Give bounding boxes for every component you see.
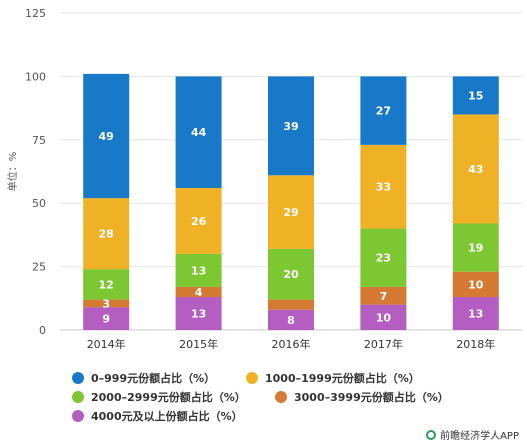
legend-item-0-999: 0–999元份额占比（%）	[72, 370, 215, 386]
data-label: 28	[99, 228, 114, 241]
bar-segment	[452, 223, 499, 272]
legend-item-3000-3999: 3000–3999元份额占比（%）	[275, 389, 449, 405]
bar-segment	[452, 297, 499, 330]
bar-segment	[268, 175, 314, 249]
data-label: 13	[468, 308, 483, 321]
bar-segment	[83, 269, 130, 300]
data-label: 15	[468, 89, 483, 102]
bar-segment	[83, 73, 130, 199]
stacked-bar-chart: 0 25 50 75 100 125 单位：% 9 3 12 28 49 2014年 13 4 13 26 44 2…	[6, 7, 522, 351]
bar-segment	[175, 297, 222, 330]
y-tick-label: 125	[25, 7, 46, 20]
y-tick-label: 25	[32, 261, 46, 274]
legend-label-1000-1999: 1000–1999元份额占比（%）	[265, 372, 420, 385]
legend-label-4000-plus: 4000元及以上份额占比（%）	[91, 410, 243, 423]
data-label: 4	[195, 286, 203, 299]
legend-item-1000-1999: 1000–1999元份额占比（%）	[246, 370, 420, 386]
y-tick-label: 100	[25, 70, 46, 83]
data-label: 8	[287, 314, 295, 327]
brand-logo-icon	[426, 429, 437, 440]
bar-segment	[268, 309, 314, 330]
bar-segment	[83, 198, 130, 270]
data-label: 23	[376, 252, 391, 265]
bar-segment	[268, 248, 314, 300]
bar-segment	[360, 228, 407, 287]
legend-swatch-4000-plus	[72, 410, 84, 422]
data-label: 39	[283, 120, 298, 133]
y-tick-label: 50	[32, 197, 46, 210]
x-tick-label: 2016年	[272, 337, 311, 351]
legend-item-4000-plus: 4000元及以上份额占比（%）	[72, 408, 243, 424]
legend-label-3000-3999: 3000–3999元份额占比（%）	[294, 391, 449, 404]
legend-swatch-0-999	[72, 372, 84, 384]
data-label: 7	[380, 290, 388, 303]
bar-segment	[268, 299, 314, 310]
data-label: 10	[376, 311, 392, 324]
y-axis-title: 单位：%	[6, 152, 19, 192]
data-label: 27	[376, 105, 391, 118]
data-label: 10	[468, 278, 484, 291]
data-label: 29	[283, 206, 298, 219]
x-tick-label: 2015年	[179, 337, 218, 351]
data-label: 12	[99, 278, 114, 291]
footer-brand: 前瞻经济学人APP	[426, 427, 519, 442]
data-label: 20	[283, 268, 299, 281]
bar-segment	[360, 304, 407, 330]
data-label: 43	[468, 163, 483, 176]
data-label: 9	[102, 313, 110, 326]
data-label: 3	[102, 297, 110, 310]
bar-segment	[360, 76, 407, 145]
x-tick-label: 2017年	[364, 337, 403, 351]
y-tick-label: 75	[32, 134, 46, 147]
bar-segment	[175, 187, 222, 254]
legend-label-0-999: 0–999元份额占比（%）	[91, 372, 216, 385]
bar-segment	[268, 76, 314, 176]
data-label: 49	[99, 130, 114, 143]
bar-segment	[452, 271, 499, 298]
bar-segment	[360, 286, 407, 305]
bar-segment	[83, 307, 130, 330]
data-label: 13	[191, 264, 206, 277]
data-label: 13	[191, 308, 206, 321]
bar-segment	[360, 144, 407, 229]
bar-segment	[175, 76, 222, 188]
bar-segment	[175, 253, 222, 287]
data-label: 44	[191, 126, 207, 139]
y-tick-label: 0	[39, 324, 46, 337]
chart-legend: 0–999元份额占比（%） 1000–1999元份额占比（%） 2000–299…	[0, 364, 527, 424]
x-tick-label: 2014年	[87, 337, 126, 351]
legend-swatch-2000-2999	[72, 391, 84, 403]
data-label: 19	[468, 242, 483, 255]
bar-segment	[452, 76, 499, 115]
legend-label-2000-2999: 2000–2999元份额占比（%）	[91, 391, 246, 404]
footer-text: 前瞻经济学人APP	[440, 431, 519, 442]
x-tick-label: 2018年	[456, 337, 495, 351]
bar-segment	[452, 114, 499, 224]
legend-swatch-3000-3999	[275, 391, 287, 403]
legend-swatch-1000-1999	[246, 372, 258, 384]
data-label: 33	[376, 181, 391, 194]
bar-segment	[175, 286, 222, 298]
bar-segment	[83, 299, 130, 308]
data-label: 26	[191, 215, 207, 228]
legend-item-2000-2999: 2000–2999元份额占比（%）	[72, 389, 246, 405]
